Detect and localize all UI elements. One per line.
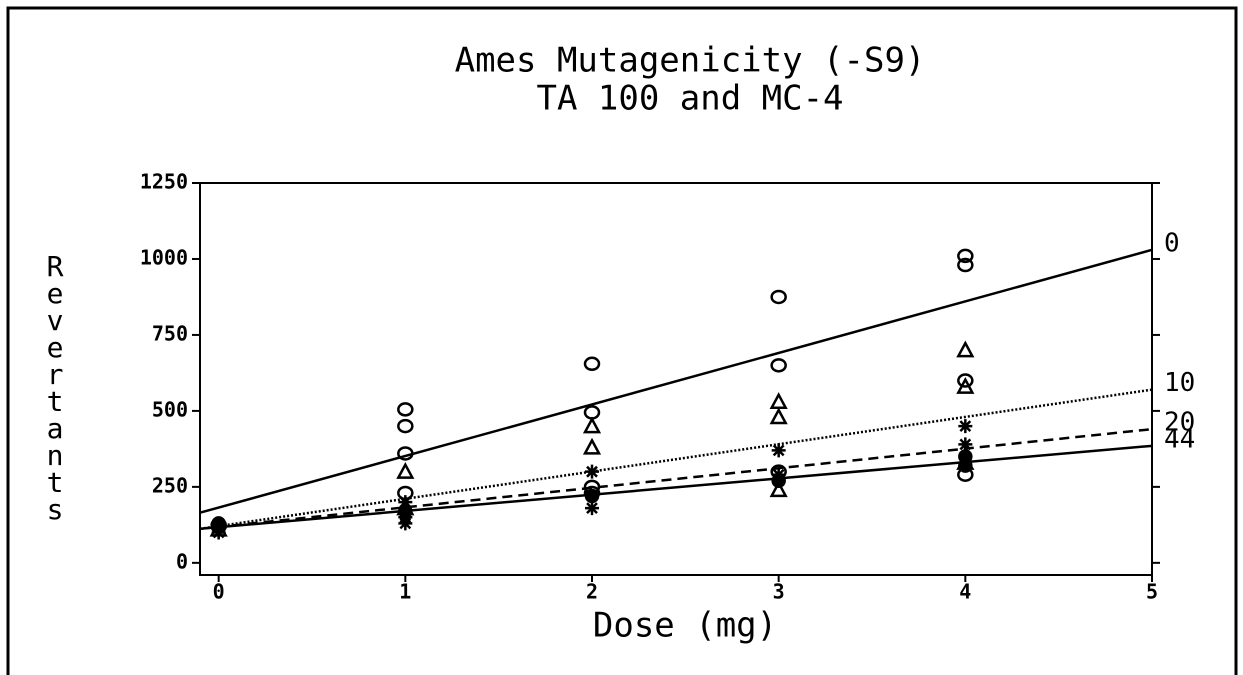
data-point [585, 464, 599, 479]
data-point [584, 488, 600, 504]
frame [6, 6, 1238, 675]
line-label: 0 [1164, 228, 1180, 258]
data-point [770, 358, 787, 373]
data-point [398, 516, 413, 531]
x-tick-label: 2 [586, 580, 598, 604]
data-point [397, 418, 414, 434]
chart-title: Ames Mutagenicity (-S9) [455, 41, 926, 81]
data-point [769, 407, 788, 425]
data-point [771, 473, 786, 489]
x-tick-label: 5 [1146, 580, 1158, 604]
x-tick-label: 4 [959, 580, 971, 604]
data-point [583, 356, 601, 372]
data-point [398, 503, 413, 519]
x-tick-label: 1 [399, 580, 411, 604]
data-point [582, 437, 602, 455]
data-point [397, 446, 414, 461]
data-point [211, 516, 226, 531]
y-tick-label: 1250 [140, 170, 188, 194]
line-label: 10 [1164, 368, 1195, 398]
data-point [398, 495, 413, 510]
data-point [958, 419, 973, 434]
plot-frame [199, 182, 1153, 576]
x-tick-label: 0 [213, 580, 225, 604]
x-axis-label: Dose (mg) [593, 606, 777, 646]
data-point [771, 443, 786, 458]
data-point [396, 462, 415, 479]
chart-subtitle: TA 100 and MC-4 [536, 79, 843, 119]
data-point [770, 289, 787, 305]
fit-line [199, 444, 1153, 531]
fit-line [199, 248, 1153, 514]
data-point [582, 416, 602, 434]
data-point [769, 480, 788, 498]
y-tick-label: 1000 [140, 245, 188, 269]
fit-line [199, 388, 1153, 531]
data-point [958, 458, 973, 473]
x-tick-label: 3 [773, 580, 785, 604]
data-point [397, 402, 414, 417]
data-point [956, 340, 975, 358]
data-point [957, 257, 974, 273]
data-point [769, 392, 788, 410]
data-point [958, 437, 973, 452]
data-point [956, 376, 975, 394]
y-axis-label: Revertants [39, 250, 72, 520]
y-tick-label: 500 [152, 397, 188, 421]
y-tick-label: 250 [152, 473, 188, 497]
line-label: 20 [1164, 408, 1195, 438]
data-point [583, 405, 601, 420]
data-point [211, 525, 226, 540]
data-point [585, 501, 599, 516]
line-label: 44 [1164, 424, 1195, 454]
y-tick-label: 0 [176, 549, 188, 573]
y-tick-label: 750 [152, 321, 188, 345]
fit-line [199, 427, 1153, 531]
